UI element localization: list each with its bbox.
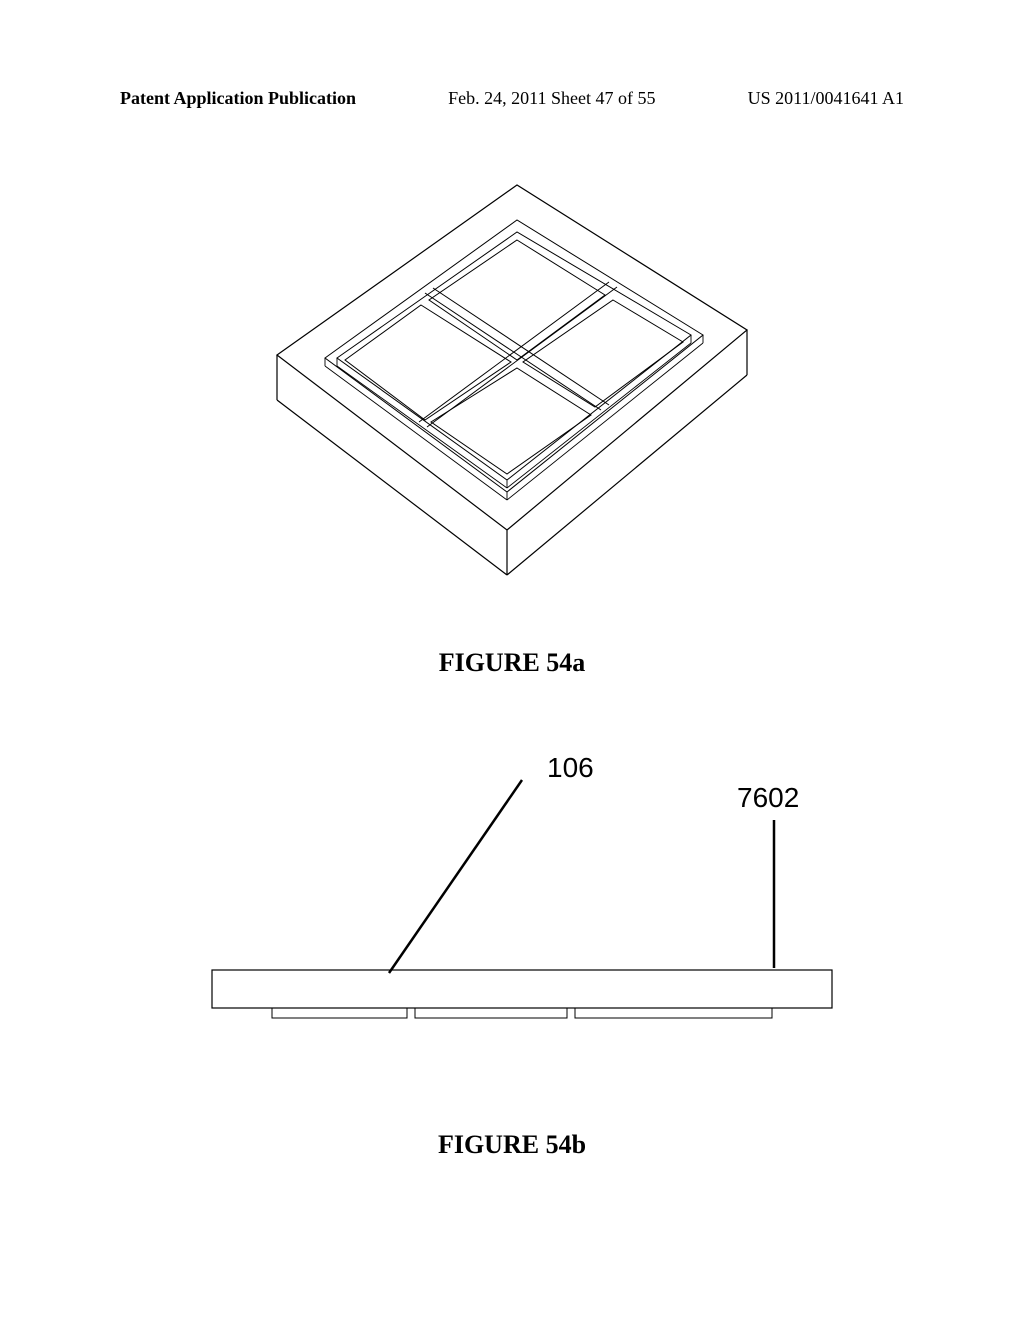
figure-54b: 106 7602 [152,730,872,1060]
figure-54b-caption: FIGURE 54b [438,1130,586,1160]
figure-54b-drawing [152,730,872,1060]
header-center: Feb. 24, 2011 Sheet 47 of 55 [448,88,655,109]
figure-54a-caption: FIGURE 54a [439,648,586,678]
callout-106: 106 [547,752,594,784]
page-header: Patent Application Publication Feb. 24, … [0,88,1024,109]
figure-54a [217,160,807,615]
callout-7602: 7602 [737,782,799,814]
header-right: US 2011/0041641 A1 [748,88,904,109]
figure-54a-drawing [217,160,807,615]
header-left: Patent Application Publication [120,88,356,109]
